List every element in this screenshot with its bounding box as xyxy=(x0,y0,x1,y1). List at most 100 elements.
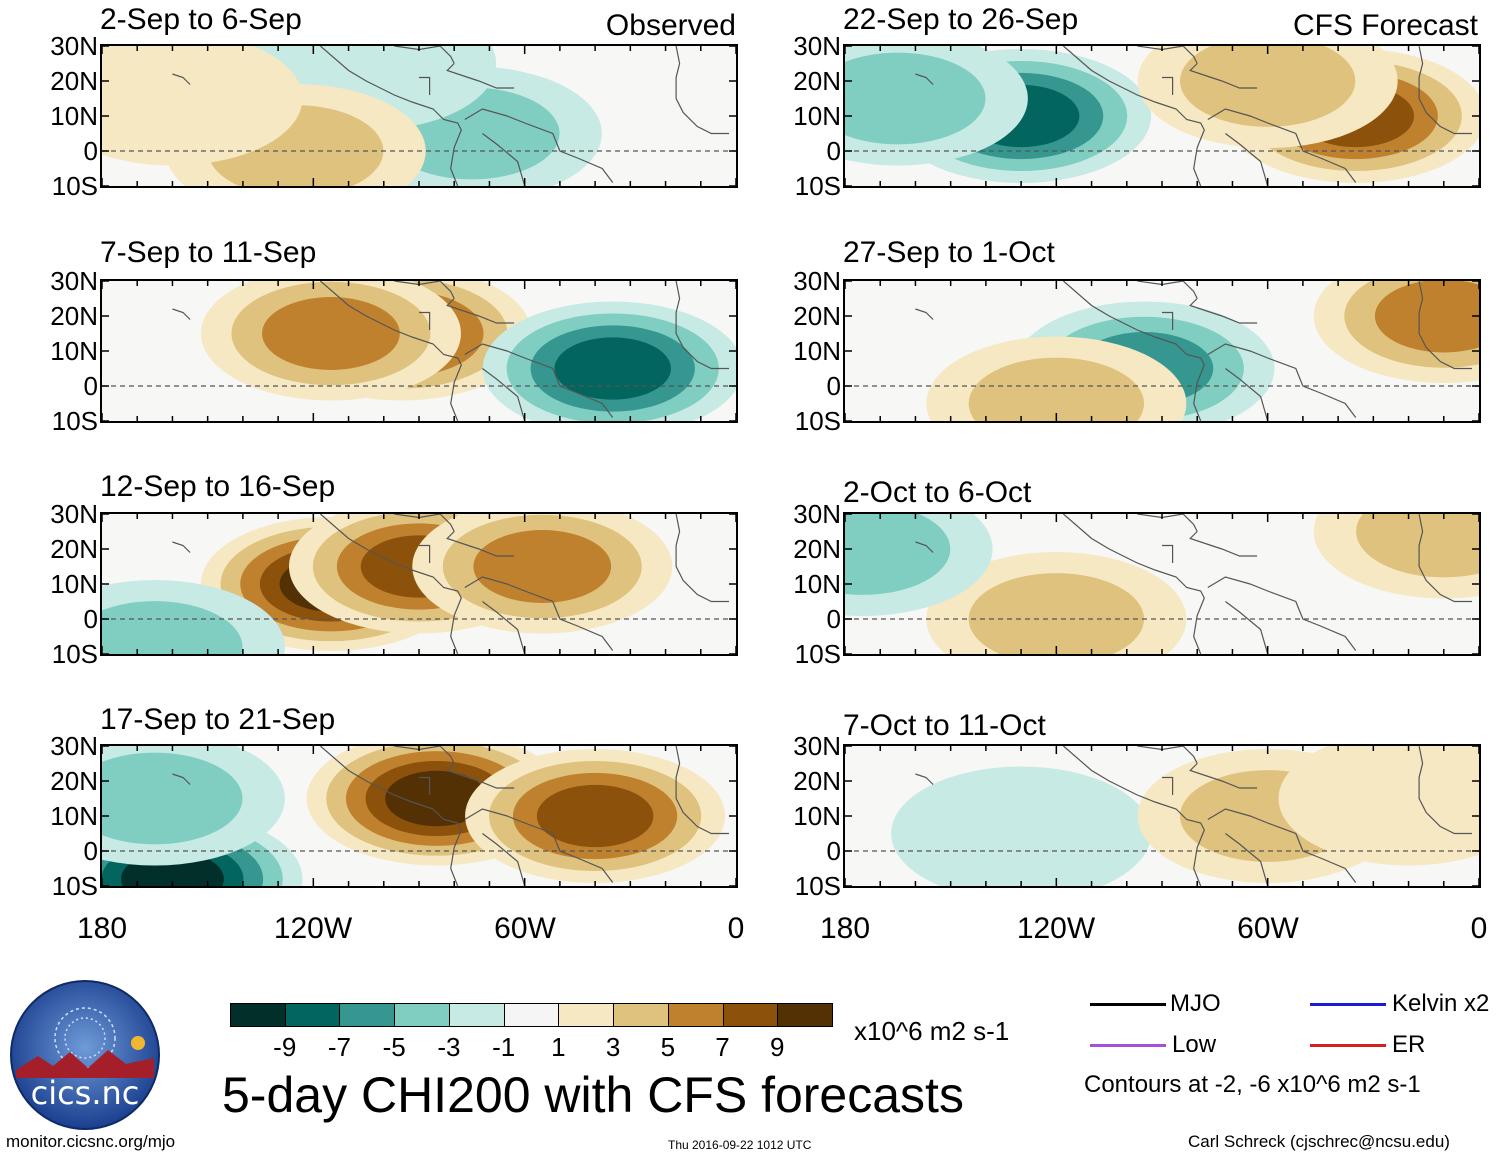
y-tick-label: 0 xyxy=(83,604,98,634)
panel-title: 27-Sep to 1-Oct xyxy=(843,236,1055,269)
y-tick-label: 30N xyxy=(50,731,98,761)
coastline xyxy=(1189,531,1258,557)
coastline xyxy=(1063,514,1205,654)
colorbar-swatch xyxy=(394,1003,450,1027)
coastline xyxy=(172,308,191,320)
y-tick-label: 10N xyxy=(50,801,98,831)
y-tick-label: 10S xyxy=(794,871,841,901)
y-tick-label: 30N xyxy=(50,31,98,61)
coastline xyxy=(419,544,431,563)
colorbar-label: 9 xyxy=(770,1032,785,1062)
coastline xyxy=(172,73,191,85)
map-svg xyxy=(845,514,1479,654)
map-panel xyxy=(100,44,738,188)
coastline xyxy=(1162,544,1174,563)
coastline xyxy=(915,308,934,320)
coastline xyxy=(1418,746,1472,835)
colorbar-swatch xyxy=(777,1003,833,1027)
y-tick-label: 30N xyxy=(793,266,841,296)
colorbar-label: -5 xyxy=(382,1032,406,1062)
panel-title: 2-Oct to 6-Oct xyxy=(843,476,1032,509)
coastline xyxy=(1162,311,1174,330)
map-svg xyxy=(102,746,736,886)
y-tick-label: 10S xyxy=(51,406,98,436)
y-tick-label: 10N xyxy=(50,569,98,599)
y-tick-label: 20N xyxy=(793,66,841,96)
y-tick-label: 0 xyxy=(826,836,841,866)
coastline xyxy=(1418,46,1472,135)
cics-logo: cics.nc xyxy=(8,978,162,1132)
coastline xyxy=(675,281,729,370)
logo-text: cics.nc xyxy=(30,1074,140,1112)
low-legend-line xyxy=(1090,1044,1166,1047)
coastline xyxy=(915,541,934,553)
coastline xyxy=(1137,46,1198,64)
coastline xyxy=(320,746,462,886)
map-panel xyxy=(843,512,1481,656)
coastline xyxy=(320,281,462,421)
y-tick-label: 30N xyxy=(793,31,841,61)
y-tick-label: 30N xyxy=(50,499,98,529)
y-tick-label: 0 xyxy=(826,604,841,634)
coastline xyxy=(464,343,614,418)
panel-title: 12-Sep to 16-Sep xyxy=(100,470,336,503)
coastline xyxy=(1137,746,1198,764)
coastline xyxy=(1418,281,1472,370)
anomaly-contour xyxy=(385,770,489,827)
coastline xyxy=(1207,808,1357,883)
figure-title: 5-day CHI200 with CFS forecasts xyxy=(222,1067,964,1123)
coastline xyxy=(1162,76,1174,95)
anomaly-contour xyxy=(1180,46,1356,127)
x-tick-label: 0 xyxy=(1470,912,1488,945)
y-tick-label: 20N xyxy=(50,766,98,796)
y-tick-label: 10N xyxy=(793,101,841,131)
colorbar-swatch xyxy=(448,1003,505,1027)
colorbar-swatch xyxy=(503,1003,560,1027)
panel-title: 22-Sep to 26-Sep xyxy=(843,3,1079,36)
coastline xyxy=(915,73,934,85)
map-panel xyxy=(843,44,1481,188)
map-panel xyxy=(100,744,738,888)
panel-title: 17-Sep to 21-Sep xyxy=(100,703,336,736)
colorbar-label: -3 xyxy=(437,1032,461,1062)
y-tick-label: 0 xyxy=(83,371,98,401)
coastline xyxy=(394,281,455,299)
colorbar-swatch xyxy=(667,1003,724,1027)
kelvin-legend-line xyxy=(1310,1003,1386,1006)
x-tick-label: 60W xyxy=(1237,912,1299,945)
observed-label: Observed xyxy=(605,9,736,42)
coastline xyxy=(1137,514,1198,532)
map-panel xyxy=(843,279,1481,423)
y-tick-label: 20N xyxy=(50,301,98,331)
y-tick-label: 10N xyxy=(50,336,98,366)
coastline xyxy=(1225,833,1269,886)
coastline xyxy=(419,776,431,795)
coastline xyxy=(1063,46,1205,186)
low-legend-label: Low xyxy=(1172,1031,1217,1058)
map-svg xyxy=(845,46,1479,186)
coastline xyxy=(1207,108,1357,183)
coastline xyxy=(419,76,431,95)
y-tick-label: 20N xyxy=(50,534,98,564)
timestamp: Thu 2016-09-22 1012 UTC xyxy=(668,1138,812,1152)
contours-note: Contours at -2, -6 x10^6 m2 s-1 xyxy=(1084,1071,1421,1098)
coastline xyxy=(915,773,934,785)
coastline xyxy=(419,311,431,330)
anomaly-contour xyxy=(845,52,986,145)
x-tick-label: 60W xyxy=(494,912,556,945)
y-tick-label: 10S xyxy=(794,406,841,436)
anomaly-contour xyxy=(1374,281,1479,353)
y-tick-label: 10S xyxy=(51,871,98,901)
coastline xyxy=(1225,133,1269,186)
coastline xyxy=(464,808,614,883)
colorbar-label: -7 xyxy=(327,1032,352,1062)
map-panel xyxy=(100,512,738,656)
colorbar-label: 3 xyxy=(605,1032,621,1062)
x-tick-label: 180 xyxy=(819,912,871,945)
coastline xyxy=(1137,281,1198,299)
y-tick-label: 0 xyxy=(826,371,841,401)
panel-title: 7-Oct to 11-Oct xyxy=(843,709,1046,742)
y-tick-label: 20N xyxy=(50,66,98,96)
anomaly-contour xyxy=(1278,746,1479,866)
coastline xyxy=(1162,776,1174,795)
